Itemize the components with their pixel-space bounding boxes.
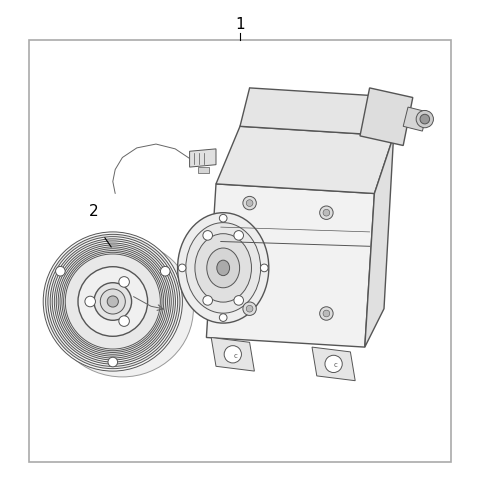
Polygon shape bbox=[365, 136, 394, 348]
Circle shape bbox=[50, 240, 176, 364]
Circle shape bbox=[43, 232, 182, 371]
Circle shape bbox=[323, 210, 330, 217]
Circle shape bbox=[78, 267, 148, 336]
Circle shape bbox=[261, 265, 268, 272]
Circle shape bbox=[323, 311, 330, 317]
Circle shape bbox=[94, 283, 132, 320]
Circle shape bbox=[320, 307, 333, 320]
Circle shape bbox=[108, 358, 118, 367]
Bar bbox=[198, 168, 209, 173]
Polygon shape bbox=[360, 89, 413, 146]
Circle shape bbox=[243, 197, 256, 211]
Circle shape bbox=[325, 356, 342, 373]
Circle shape bbox=[54, 243, 171, 360]
Ellipse shape bbox=[195, 234, 252, 302]
Circle shape bbox=[416, 111, 433, 128]
Circle shape bbox=[58, 247, 168, 356]
Polygon shape bbox=[312, 348, 355, 381]
Ellipse shape bbox=[51, 241, 193, 377]
Circle shape bbox=[52, 242, 173, 363]
Circle shape bbox=[203, 296, 213, 305]
Circle shape bbox=[62, 251, 164, 353]
Polygon shape bbox=[192, 247, 206, 280]
Ellipse shape bbox=[178, 213, 269, 323]
Text: 1: 1 bbox=[235, 16, 245, 31]
Circle shape bbox=[224, 346, 241, 363]
Polygon shape bbox=[216, 127, 394, 194]
Circle shape bbox=[320, 207, 333, 220]
Text: c: c bbox=[233, 352, 237, 358]
Ellipse shape bbox=[207, 248, 240, 288]
Polygon shape bbox=[190, 150, 216, 168]
Polygon shape bbox=[403, 108, 427, 132]
Circle shape bbox=[243, 302, 256, 316]
Ellipse shape bbox=[217, 260, 229, 276]
Circle shape bbox=[46, 235, 180, 369]
Bar bbox=[29, 41, 451, 462]
Circle shape bbox=[179, 265, 186, 272]
Circle shape bbox=[246, 306, 253, 312]
Circle shape bbox=[56, 267, 65, 276]
Circle shape bbox=[219, 314, 227, 322]
Polygon shape bbox=[240, 89, 403, 136]
Circle shape bbox=[63, 253, 162, 351]
Circle shape bbox=[65, 255, 160, 349]
Circle shape bbox=[160, 267, 170, 276]
Polygon shape bbox=[206, 184, 374, 348]
Circle shape bbox=[107, 296, 119, 307]
Circle shape bbox=[56, 245, 169, 358]
Circle shape bbox=[234, 296, 243, 305]
Circle shape bbox=[60, 249, 166, 354]
Circle shape bbox=[85, 297, 96, 307]
Circle shape bbox=[219, 215, 227, 223]
Circle shape bbox=[48, 237, 178, 366]
Circle shape bbox=[246, 200, 253, 207]
Polygon shape bbox=[211, 338, 254, 371]
Circle shape bbox=[100, 289, 125, 315]
Circle shape bbox=[119, 277, 130, 287]
Circle shape bbox=[420, 115, 430, 125]
Ellipse shape bbox=[186, 223, 261, 314]
Text: 2: 2 bbox=[89, 203, 98, 218]
Circle shape bbox=[203, 231, 213, 241]
Circle shape bbox=[119, 316, 130, 327]
Circle shape bbox=[234, 231, 243, 241]
Text: c: c bbox=[334, 362, 338, 368]
